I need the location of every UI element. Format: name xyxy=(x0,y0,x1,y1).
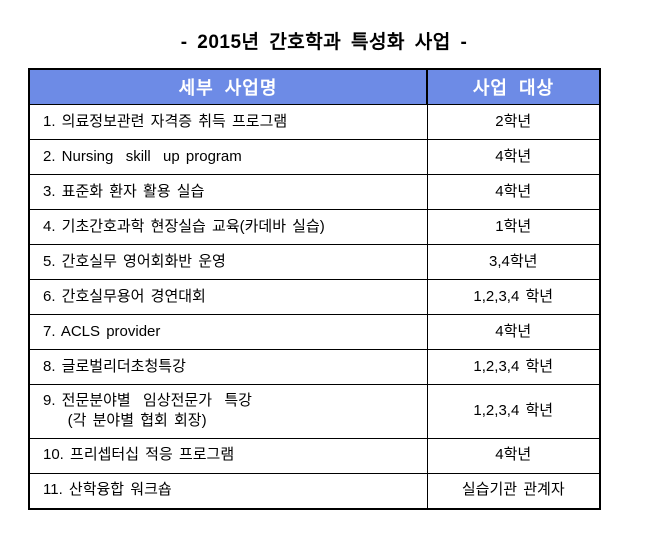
project-name-cell: 9. 전문분야별 임상전문가 특강 (각 분야별 협회 회장) xyxy=(28,384,428,439)
project-name-cell: 2. Nursing skill up program xyxy=(28,139,428,175)
table-row: 8. 글로벌리더초청특강 1,2,3,4 학년 xyxy=(28,349,601,385)
table-body: 1. 의료정보관련 자격증 취득 프로그램 2학년 2. Nursing ski… xyxy=(28,104,601,509)
table-row: 5. 간호실무 영어회화반 운영 3,4학년 xyxy=(28,244,601,280)
table-row: 4. 기초간호과학 현장실습 교육(카데바 실습) 1학년 xyxy=(28,209,601,245)
table-row: 6. 간호실무용어 경연대회 1,2,3,4 학년 xyxy=(28,279,601,315)
page-title: - 2015년 간호학과 특성화 사업 - xyxy=(180,32,468,53)
project-name-cell: 5. 간호실무 영어회화반 운영 xyxy=(28,244,428,280)
project-name-cell: 1. 의료정보관련 자격증 취득 프로그램 xyxy=(28,104,428,140)
target-cell: 3,4학년 xyxy=(426,244,601,280)
project-name-cell: 11. 산학융합 워크숍 xyxy=(28,472,428,509)
project-name-cell: 8. 글로벌리더초청특강 xyxy=(28,349,428,385)
header-row: 세부 사업명 사업 대상 xyxy=(28,68,601,105)
table-row: 9. 전문분야별 임상전문가 특강 (각 분야별 협회 회장) 1,2,3,4 … xyxy=(28,384,601,439)
table-row: 3. 표준화 환자 활용 실습 4학년 xyxy=(28,174,601,210)
target-cell: 1학년 xyxy=(426,209,601,245)
column-header-project-name: 세부 사업명 xyxy=(28,68,428,105)
target-cell: 4학년 xyxy=(426,139,601,175)
project-name-cell: 4. 기초간호과학 현장실습 교육(카데바 실습) xyxy=(28,209,428,245)
project-name-cell: 10. 프리셉터십 적응 프로그램 xyxy=(28,437,428,474)
target-cell: 2학년 xyxy=(426,104,601,140)
project-name-cell: 3. 표준화 환자 활용 실습 xyxy=(28,174,428,210)
target-cell: 1,2,3,4 학년 xyxy=(426,349,601,385)
table-row: 7. ACLS provider 4학년 xyxy=(28,314,601,350)
column-header-target: 사업 대상 xyxy=(426,68,601,105)
table-row: 2. Nursing skill up program 4학년 xyxy=(28,139,601,175)
target-cell: 1,2,3,4 학년 xyxy=(426,384,601,439)
table-row: 11. 산학융합 워크숍 실습기관 관계자 xyxy=(28,472,601,509)
project-name-cell: 6. 간호실무용어 경연대회 xyxy=(28,279,428,315)
programs-table: 세부 사업명 사업 대상 1. 의료정보관련 자격증 취득 프로그램 2학년 2… xyxy=(28,68,601,510)
table-row: 1. 의료정보관련 자격증 취득 프로그램 2학년 xyxy=(28,104,601,140)
table-row: 10. 프리셉터십 적응 프로그램 4학년 xyxy=(28,437,601,474)
project-name-cell: 7. ACLS provider xyxy=(28,314,428,350)
target-cell: 4학년 xyxy=(426,437,601,474)
target-cell: 4학년 xyxy=(426,174,601,210)
target-cell: 4학년 xyxy=(426,314,601,350)
table-header: 세부 사업명 사업 대상 xyxy=(28,68,601,105)
target-cell: 1,2,3,4 학년 xyxy=(426,279,601,315)
target-cell: 실습기관 관계자 xyxy=(426,472,601,509)
